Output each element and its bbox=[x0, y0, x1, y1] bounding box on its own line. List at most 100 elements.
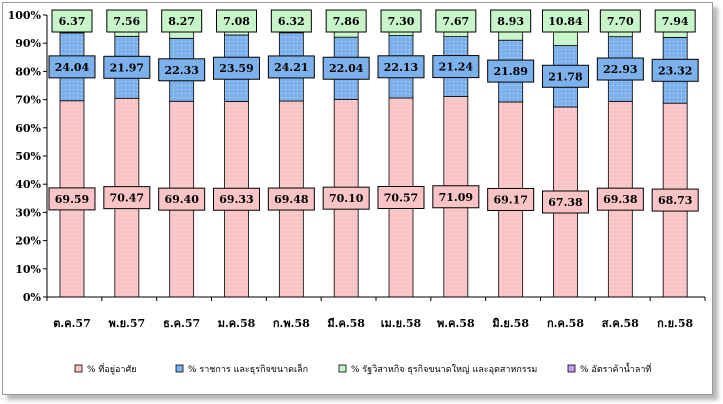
y-tick-label: 30% bbox=[15, 206, 41, 219]
state-enterprise-value-label-box bbox=[654, 9, 696, 33]
state-enterprise-value-label-box bbox=[325, 9, 367, 33]
legend-label: % ราชการ และธุรกิจขนาดเล็ก bbox=[188, 362, 308, 375]
residential-value-label: 70.10 bbox=[329, 192, 364, 205]
state-enterprise-value-label: 7.08 bbox=[223, 15, 250, 28]
residential-value-label-box bbox=[103, 186, 151, 210]
residential-value-label: 67.38 bbox=[548, 196, 583, 209]
government-value-label: 22.93 bbox=[603, 63, 637, 76]
state-enterprise-value-label-box bbox=[161, 9, 203, 33]
legend-swatch bbox=[74, 364, 83, 373]
government-value-label: 21.24 bbox=[439, 61, 474, 74]
residential-value-label: 69.38 bbox=[603, 193, 638, 206]
legend-label: % รัฐวิสาหกิจ ธุรกิจขนาดใหญ่ และอุตสาหกร… bbox=[351, 364, 537, 375]
y-tick-label: 70% bbox=[15, 94, 41, 107]
state-enterprise-value-label: 7.56 bbox=[113, 15, 140, 28]
x-category-label: ก.พ.58 bbox=[273, 317, 310, 330]
government-value-label-box bbox=[158, 58, 206, 82]
government-value-label: 24.04 bbox=[55, 61, 90, 74]
x-category-label: ต.ค.57 bbox=[53, 317, 90, 330]
legend-swatch bbox=[567, 364, 576, 373]
government-value-label: 22.33 bbox=[164, 64, 198, 77]
state-enterprise-value-label-box bbox=[216, 9, 257, 33]
government-value-label: 21.78 bbox=[548, 70, 583, 83]
residential-value-label-box bbox=[158, 187, 206, 211]
residential-value-label-box bbox=[377, 185, 425, 209]
state-enterprise-value-label-box bbox=[542, 9, 589, 33]
state-enterprise-value-label: 7.70 bbox=[607, 15, 634, 28]
state-enterprise-value-label: 7.67 bbox=[442, 15, 469, 28]
residential-value-label: 70.47 bbox=[110, 192, 144, 205]
residential-value-label-box bbox=[487, 187, 535, 211]
state-enterprise-value-label: 10.84 bbox=[548, 15, 583, 28]
state-enterprise-value-label-box bbox=[435, 9, 477, 33]
residential-value-label-box bbox=[432, 185, 480, 209]
legend-swatch bbox=[175, 364, 184, 373]
residential-value-label-box bbox=[48, 187, 96, 211]
government-value-label-box bbox=[213, 56, 260, 80]
residential-value-label: 69.40 bbox=[164, 193, 199, 206]
x-category-label: ส.ค.58 bbox=[602, 317, 639, 330]
state-enterprise-value-label-box bbox=[599, 9, 641, 33]
y-tick-label: 100% bbox=[8, 9, 42, 22]
state-enterprise-value-label: 8.27 bbox=[168, 15, 195, 28]
government-value-label: 21.97 bbox=[110, 61, 144, 74]
y-tick-label: 20% bbox=[15, 235, 41, 248]
legend-label: % ที่อยู่อาศัย bbox=[87, 362, 136, 375]
state-enterprise-value-label-box bbox=[380, 9, 422, 33]
residential-value-label: 68.73 bbox=[658, 194, 692, 207]
government-value-label-box bbox=[432, 55, 480, 79]
legend-label: % อัตราค้าน้ำลาที่ bbox=[580, 362, 651, 375]
residential-value-label-box bbox=[213, 187, 260, 211]
state-enterprise-value-label: 7.94 bbox=[662, 15, 689, 28]
state-enterprise-value-label: 6.32 bbox=[278, 15, 305, 28]
residential-value-label: 70.57 bbox=[384, 191, 418, 204]
residential-value-label: 69.48 bbox=[274, 193, 309, 206]
residential-value-label: 71.09 bbox=[439, 191, 473, 204]
x-category-label: มิ.ย.58 bbox=[492, 317, 529, 330]
x-category-label: ก.ย.58 bbox=[657, 317, 693, 330]
residential-value-label: 69.59 bbox=[55, 193, 89, 206]
y-tick-label: 0% bbox=[23, 291, 42, 304]
x-category-label: ธ.ค.57 bbox=[163, 317, 200, 330]
legend-swatch bbox=[338, 364, 347, 373]
government-value-label: 22.04 bbox=[329, 62, 364, 75]
state-enterprise-value-label: 7.86 bbox=[333, 15, 360, 28]
government-value-label: 24.21 bbox=[274, 61, 308, 74]
y-tick-label: 50% bbox=[15, 150, 41, 163]
x-category-label: มี.ค.58 bbox=[327, 317, 365, 330]
state-enterprise-value-label-box bbox=[490, 9, 532, 33]
x-category-label: ม.ค.58 bbox=[218, 317, 256, 330]
state-enterprise-value-label-box bbox=[106, 9, 148, 33]
state-enterprise-value-label: 6.37 bbox=[59, 15, 86, 28]
y-tick-label: 80% bbox=[15, 65, 41, 78]
x-category-label: พ.ย.57 bbox=[108, 317, 145, 330]
government-value-label-box bbox=[542, 64, 589, 88]
x-category-label: เม.ย.58 bbox=[381, 317, 422, 330]
state-enterprise-value-label: 7.30 bbox=[388, 15, 415, 28]
residential-value-label: 69.17 bbox=[493, 193, 527, 206]
government-value-label-box bbox=[377, 55, 425, 79]
government-value-label: 23.59 bbox=[219, 62, 253, 75]
residential-value-label: 69.33 bbox=[219, 193, 253, 206]
y-tick-label: 90% bbox=[15, 37, 41, 50]
government-value-label-box bbox=[651, 58, 699, 82]
government-value-label-box bbox=[322, 56, 370, 80]
government-value-label: 23.32 bbox=[658, 64, 692, 77]
government-value-label-box bbox=[487, 59, 535, 83]
residential-value-label-box bbox=[651, 188, 699, 212]
government-value-label-box bbox=[103, 55, 151, 79]
government-value-label: 22.13 bbox=[384, 61, 418, 74]
y-tick-label: 40% bbox=[15, 178, 41, 191]
state-enterprise-value-label: 8.93 bbox=[497, 15, 524, 28]
state-enterprise-value-label-box bbox=[270, 9, 312, 33]
government-value-label-box bbox=[596, 57, 644, 81]
y-tick-label: 10% bbox=[15, 263, 41, 276]
residential-value-label-box bbox=[267, 187, 315, 211]
state-enterprise-value-label-box bbox=[51, 9, 93, 33]
residential-value-label-box bbox=[542, 190, 589, 214]
residential-value-label-box bbox=[596, 187, 644, 211]
government-value-label: 21.89 bbox=[493, 65, 527, 78]
y-tick-label: 60% bbox=[15, 122, 41, 135]
government-value-label-box bbox=[267, 55, 315, 79]
government-value-label-box bbox=[48, 55, 96, 79]
